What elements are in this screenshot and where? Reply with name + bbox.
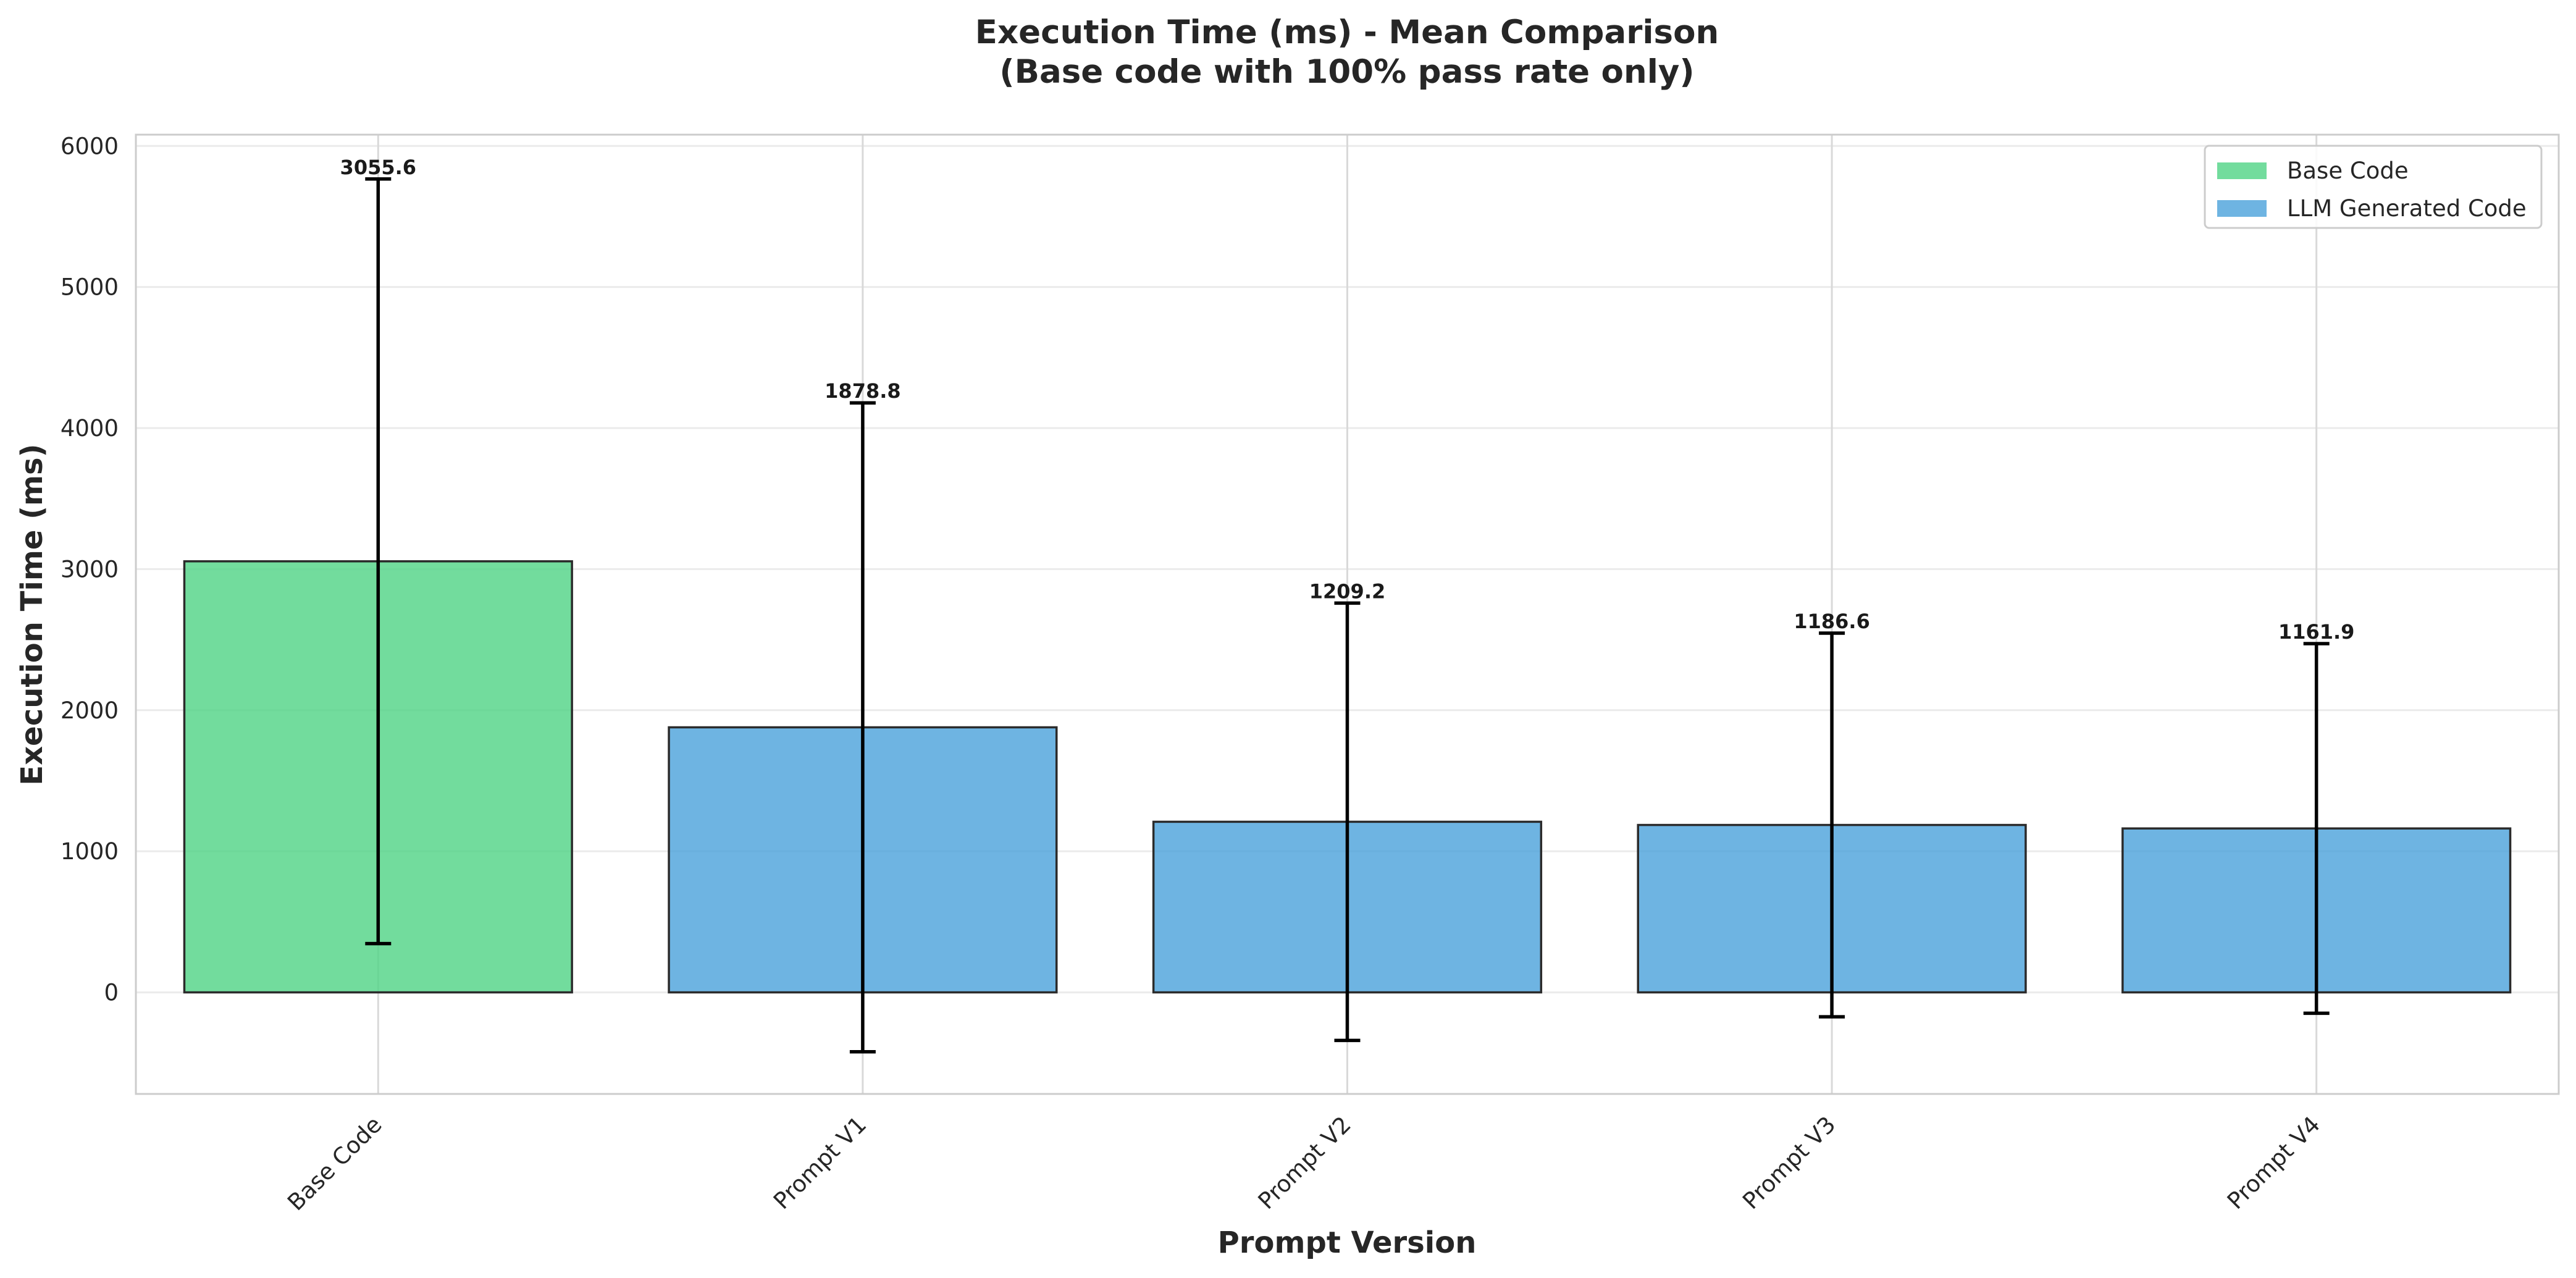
legend-box [2204,145,2543,229]
error-bars [365,177,2330,1054]
y-axis-label: Execution Time (ms) [15,444,49,785]
legend-entry-label: Base Code [2287,158,2409,184]
plot-frame [135,133,2560,1095]
data-label: 1878.8 [824,379,900,403]
data-label: 3055.6 [340,156,416,179]
x-axis-label: Prompt Version [1218,1225,1477,1260]
data-label: 1209.2 [1309,579,1385,603]
chart-title: Execution Time (ms) - Mean Comparison [975,14,1719,51]
data-labels: 3055.6 1878.8 1209.2 1186.6 1161.9 [340,156,2355,644]
chart-subtitle: (Base code with 100% pass rate only) [999,53,1694,91]
legend-swatch [2217,200,2267,217]
y-tick-label: 1000 [61,838,119,865]
y-axis-ticks: 0 1000 2000 3000 4000 5000 6000 [61,133,119,1006]
bars [183,560,2512,994]
legend-swatch [2217,162,2267,179]
data-label: 1161.9 [2278,620,2354,644]
y-tick-label: 4000 [61,415,119,442]
y-tick-label: 2000 [61,697,119,724]
y-tick-label: 6000 [61,133,119,159]
data-label: 1186.6 [1794,610,1869,633]
y-tick-label: 0 [104,980,119,1006]
legend: Base Code LLM Generated Code [2204,145,2543,229]
y-tick-label: 5000 [61,274,119,301]
legend-entry-label: LLM Generated Code [2287,195,2527,222]
y-tick-label: 3000 [61,556,119,582]
